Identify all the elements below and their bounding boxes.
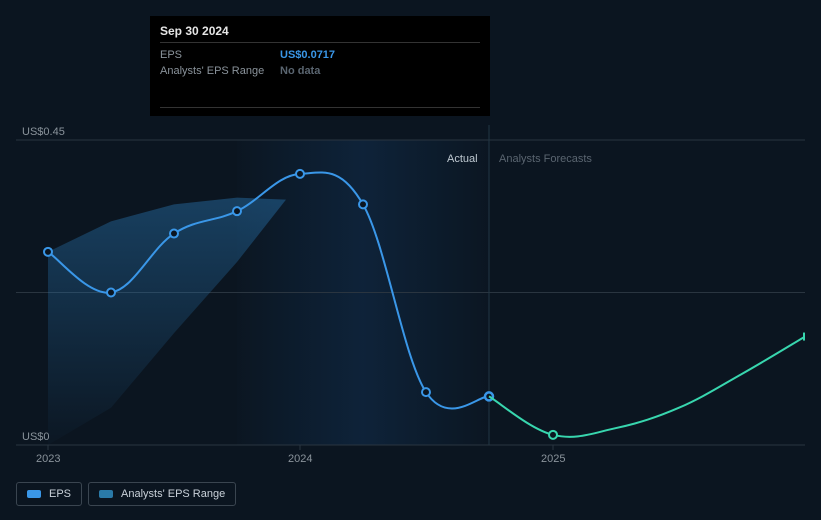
eps-marker[interactable] <box>107 289 115 297</box>
tooltip-row-value: US$0.0717 <box>280 49 335 61</box>
eps-marker[interactable] <box>233 207 241 215</box>
chart-svg <box>16 125 805 450</box>
eps-chart[interactable]: Actual Analysts Forecasts <box>16 125 805 445</box>
eps-marker[interactable] <box>359 200 367 208</box>
y-axis-label: US$0 <box>22 431 50 443</box>
tooltip-date: Sep 30 2024 <box>160 24 480 43</box>
legend-swatch <box>27 490 41 498</box>
chart-tooltip: Sep 30 2024 EPSUS$0.0717Analysts' EPS Ra… <box>150 16 490 116</box>
legend: EPS Analysts' EPS Range <box>16 482 236 506</box>
tooltip-row: Analysts' EPS RangeNo data <box>160 63 480 79</box>
tooltip-divider <box>160 107 480 108</box>
region-label-forecast: Analysts Forecasts <box>499 153 592 165</box>
legend-item[interactable]: EPS <box>16 482 82 506</box>
x-axis-label: 2025 <box>541 453 565 465</box>
tooltip-row-value: No data <box>280 65 320 77</box>
eps-marker[interactable] <box>296 170 304 178</box>
x-axis-label: 2023 <box>36 453 60 465</box>
tooltip-row-label: EPS <box>160 49 280 61</box>
forecast-line <box>489 337 805 437</box>
eps-marker[interactable] <box>422 388 430 396</box>
legend-item[interactable]: Analysts' EPS Range <box>88 482 236 506</box>
legend-label: EPS <box>49 488 71 500</box>
forecast-endcap <box>803 333 805 341</box>
analysts-range-area <box>48 198 286 445</box>
tooltip-row: EPSUS$0.0717 <box>160 47 480 63</box>
legend-label: Analysts' EPS Range <box>121 488 225 500</box>
eps-marker[interactable] <box>44 248 52 256</box>
tooltip-row-label: Analysts' EPS Range <box>160 65 280 77</box>
region-label-actual: Actual <box>447 153 478 165</box>
forecast-marker[interactable] <box>549 431 557 439</box>
legend-swatch <box>99 490 113 498</box>
x-axis-label: 2024 <box>288 453 312 465</box>
y-axis-label: US$0.45 <box>22 126 65 138</box>
eps-marker[interactable] <box>170 230 178 238</box>
